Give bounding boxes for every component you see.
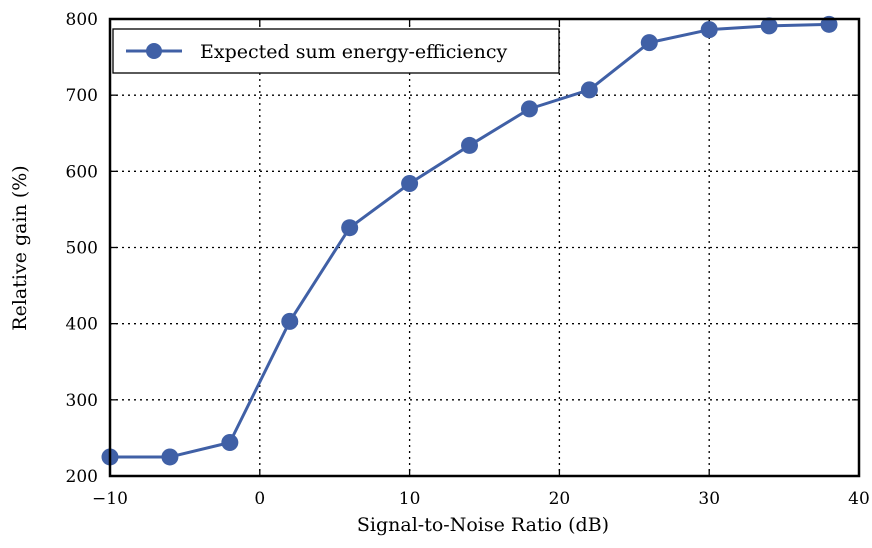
data-point bbox=[221, 433, 239, 451]
legend-label: Expected sum energy-efficiency bbox=[200, 41, 508, 63]
data-point bbox=[700, 21, 718, 39]
y-axis-label: Relative gain (%) bbox=[9, 165, 31, 330]
y-tick-label: 400 bbox=[66, 315, 98, 335]
data-point bbox=[281, 312, 299, 330]
x-tick-label: 10 bbox=[399, 489, 421, 509]
series bbox=[101, 15, 838, 466]
x-axis-label: Signal-to-Noise Ratio (dB) bbox=[357, 514, 609, 536]
data-point bbox=[341, 219, 359, 237]
x-tick-label: 40 bbox=[848, 489, 870, 509]
data-point bbox=[580, 81, 598, 99]
x-tick-label: −10 bbox=[92, 489, 128, 509]
data-point bbox=[640, 34, 658, 52]
y-tick-label: 700 bbox=[66, 86, 98, 106]
data-point bbox=[161, 448, 179, 466]
y-tick-label: 800 bbox=[66, 10, 98, 30]
data-point bbox=[401, 175, 419, 193]
legend-point-marker bbox=[146, 43, 162, 59]
y-tick-label: 300 bbox=[66, 391, 98, 411]
grid bbox=[110, 19, 859, 476]
y-tick-label: 500 bbox=[66, 239, 98, 259]
series-line bbox=[110, 22, 830, 459]
data-point bbox=[461, 136, 479, 154]
x-tick-label: 0 bbox=[254, 489, 265, 509]
x-tick-label: 30 bbox=[698, 489, 720, 509]
data-point bbox=[760, 17, 778, 35]
data-point bbox=[520, 100, 538, 118]
y-tick-label: 200 bbox=[66, 467, 98, 487]
legend-box bbox=[112, 28, 560, 74]
plot-frame bbox=[108, 17, 861, 478]
y-tick-labels: 200 300 400 500 600 700 800 bbox=[66, 10, 98, 487]
x-tick-label: 20 bbox=[549, 489, 571, 509]
y-tick-label: 600 bbox=[66, 162, 98, 182]
x-tick-labels: −10 0 10 20 30 40 bbox=[92, 489, 870, 509]
legend: Expected sum energy-efficiency bbox=[112, 28, 560, 74]
